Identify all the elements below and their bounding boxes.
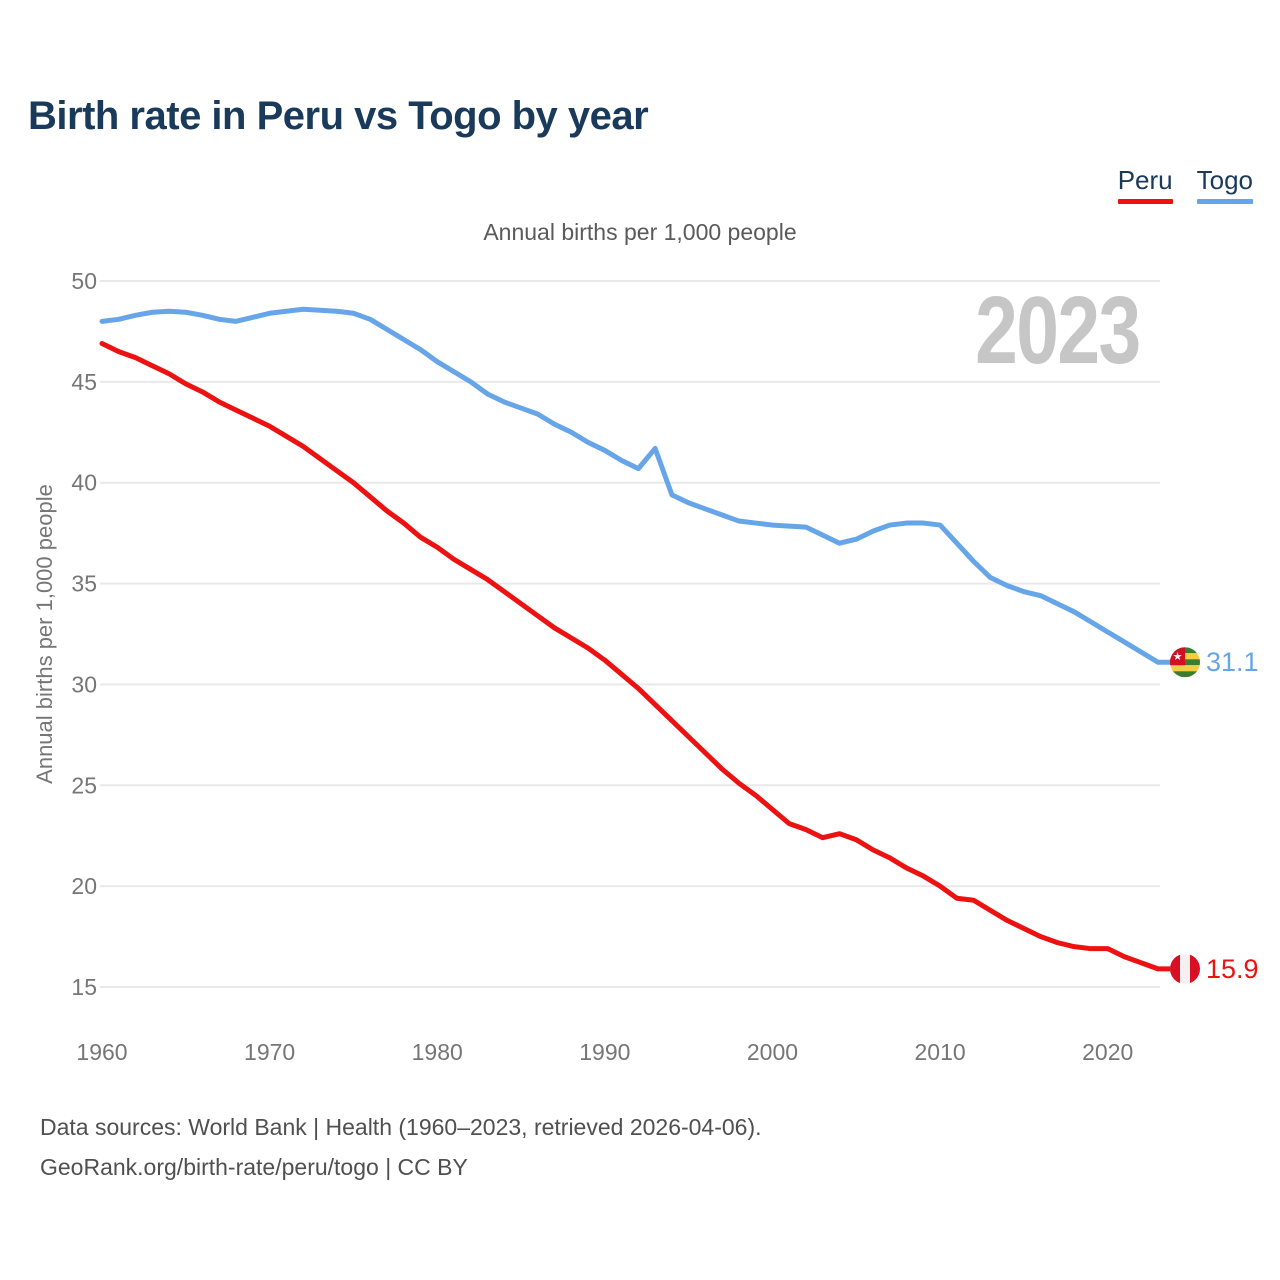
x-tick-label-2010: 2010 xyxy=(915,1039,966,1065)
togo-end-value-label: 31.1 xyxy=(1206,647,1259,678)
x-tick-label-2000: 2000 xyxy=(747,1039,798,1065)
togo-flag-icon: ★ xyxy=(1170,647,1200,678)
y-tick-label-30: 30 xyxy=(71,671,97,697)
legend-underline-peru xyxy=(1117,198,1173,204)
legend-item-peru[interactable]: Peru xyxy=(1117,165,1174,204)
y-tick-label-15: 15 xyxy=(71,974,97,1000)
y-tick-label-35: 35 xyxy=(71,571,97,597)
svg-text:★: ★ xyxy=(1173,651,1183,663)
legend-label-togo: Togo xyxy=(1196,165,1253,195)
togo-line xyxy=(99,306,1174,665)
y-tick-label-20: 20 xyxy=(71,873,97,899)
y-tick-label-25: 25 xyxy=(71,772,97,798)
peru-line xyxy=(99,341,1174,972)
legend-underline-togo xyxy=(1196,198,1253,204)
footer-attribution: GeoRank.org/birth-rate/peru/togo | CC BY xyxy=(40,1154,468,1180)
peru-end-value-label: 15.9 xyxy=(1206,953,1259,984)
legend: Peru Togo xyxy=(1117,165,1254,204)
x-tick-label-1960: 1960 xyxy=(76,1039,127,1065)
footer-sources: Data sources: World Bank | Health (1960–… xyxy=(40,1114,762,1140)
x-tick-label-1970: 1970 xyxy=(244,1039,295,1065)
page-title: Birth rate in Peru vs Togo by year xyxy=(28,94,649,138)
x-tick-label-1990: 1990 xyxy=(579,1039,630,1065)
footer: Data sources: World Bank | Health (1960–… xyxy=(40,1107,762,1187)
y-tick-label-45: 45 xyxy=(71,369,97,395)
x-tick-label-2020: 2020 xyxy=(1082,1039,1133,1065)
legend-item-togo[interactable]: Togo xyxy=(1196,165,1254,204)
y-tick-label-40: 40 xyxy=(71,470,97,496)
chart-subtitle: Annual births per 1,000 people xyxy=(483,219,797,245)
legend-label-peru: Peru xyxy=(1117,165,1173,195)
peru-flag-icon xyxy=(1170,953,1200,984)
watermark-year: 2023 xyxy=(975,277,1142,384)
y-tick-label-50: 50 xyxy=(71,268,97,294)
x-tick-label-1980: 1980 xyxy=(412,1039,463,1065)
